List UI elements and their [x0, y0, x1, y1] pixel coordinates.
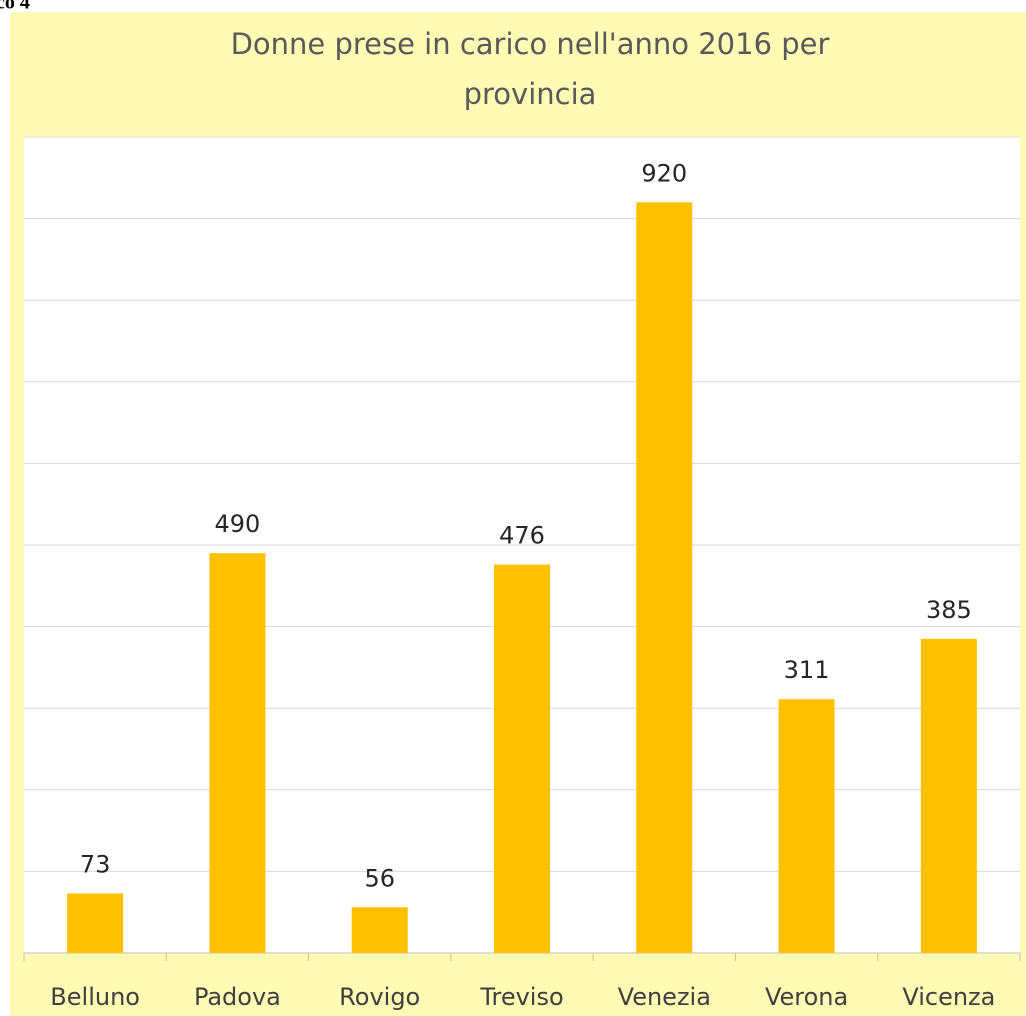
bar — [494, 564, 550, 953]
data-label: 490 — [215, 510, 261, 538]
data-label: 311 — [784, 656, 830, 684]
caption: co 4 — [0, 0, 30, 14]
x-tick-label: Treviso — [479, 983, 563, 1011]
x-tick-label: Vicenza — [902, 983, 995, 1011]
x-tick-label: Venezia — [618, 983, 711, 1011]
data-label: 476 — [499, 522, 545, 550]
x-tick-label: Belluno — [50, 983, 140, 1011]
bar — [636, 202, 693, 953]
bar — [209, 553, 266, 953]
x-tick-label: Rovigo — [339, 983, 420, 1011]
data-label: 73 — [80, 850, 111, 878]
chart-title: provincia — [464, 77, 597, 111]
bar — [351, 907, 408, 953]
x-tick-label: Padova — [194, 983, 281, 1011]
data-label: 920 — [641, 159, 687, 187]
bar — [67, 893, 124, 953]
data-label: 385 — [926, 596, 972, 624]
chart-title: Donne prese in carico nell'anno 2016 per — [231, 27, 830, 61]
x-tick-label: Verona — [765, 983, 848, 1011]
bar — [778, 699, 835, 953]
bar — [920, 638, 977, 953]
data-label: 56 — [364, 864, 395, 892]
